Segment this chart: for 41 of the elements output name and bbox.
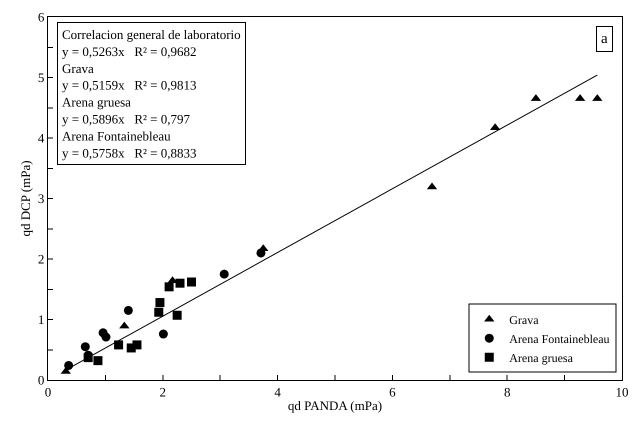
y-tick-label: 0 [38,372,44,388]
annotation: Arena Fontainebleau [62,128,172,144]
point [176,278,185,288]
y-tick-label: 2 [38,252,44,267]
x-tick-label: 6 [389,384,396,400]
point [220,270,229,279]
annotation: y = 0,5758x R² = 0,8833 [62,145,196,160]
point [132,340,142,350]
y-tick-label: 3 [38,191,44,206]
y-tick-label: 5 [38,70,44,86]
annotation: Grava [62,60,94,76]
point [155,298,164,308]
x-axis-title: qd PANDA (mPa) [288,398,382,414]
point [256,248,266,258]
x-tick-label: 10 [616,384,628,400]
legend-label: Arena gruesa [509,350,574,365]
annotation: Arena gruesa [62,94,132,110]
annotation: y = 0,5263x R² = 0,9682 [62,44,196,59]
annotation: a [601,31,608,47]
point [187,277,196,286]
point [172,310,182,320]
annotation: y = 0,5896x R² = 0,797 [62,112,190,126]
point [101,332,110,342]
point [164,282,174,292]
annotation: y = 0,5159x R² = 0,9813 [62,78,196,93]
point [80,342,90,352]
y-tick-label: 4 [38,130,45,146]
y-tick-label: 1 [38,312,44,328]
legend-label: Arena Fontainebleau [509,332,610,346]
x-tick-label: 2 [160,384,166,400]
point [154,308,164,317]
x-tick-label: 4 [274,384,282,400]
annotation: Correlacion general de laboratorio [62,27,241,42]
y-axis-title: qd DCP (mPa) [18,160,33,237]
legend-label: Grava [509,312,540,327]
y-tick-label: 6 [38,10,45,25]
point [93,356,102,366]
point [124,306,133,315]
x-tick-label: 8 [504,384,510,400]
point [158,330,168,339]
point [114,340,124,350]
